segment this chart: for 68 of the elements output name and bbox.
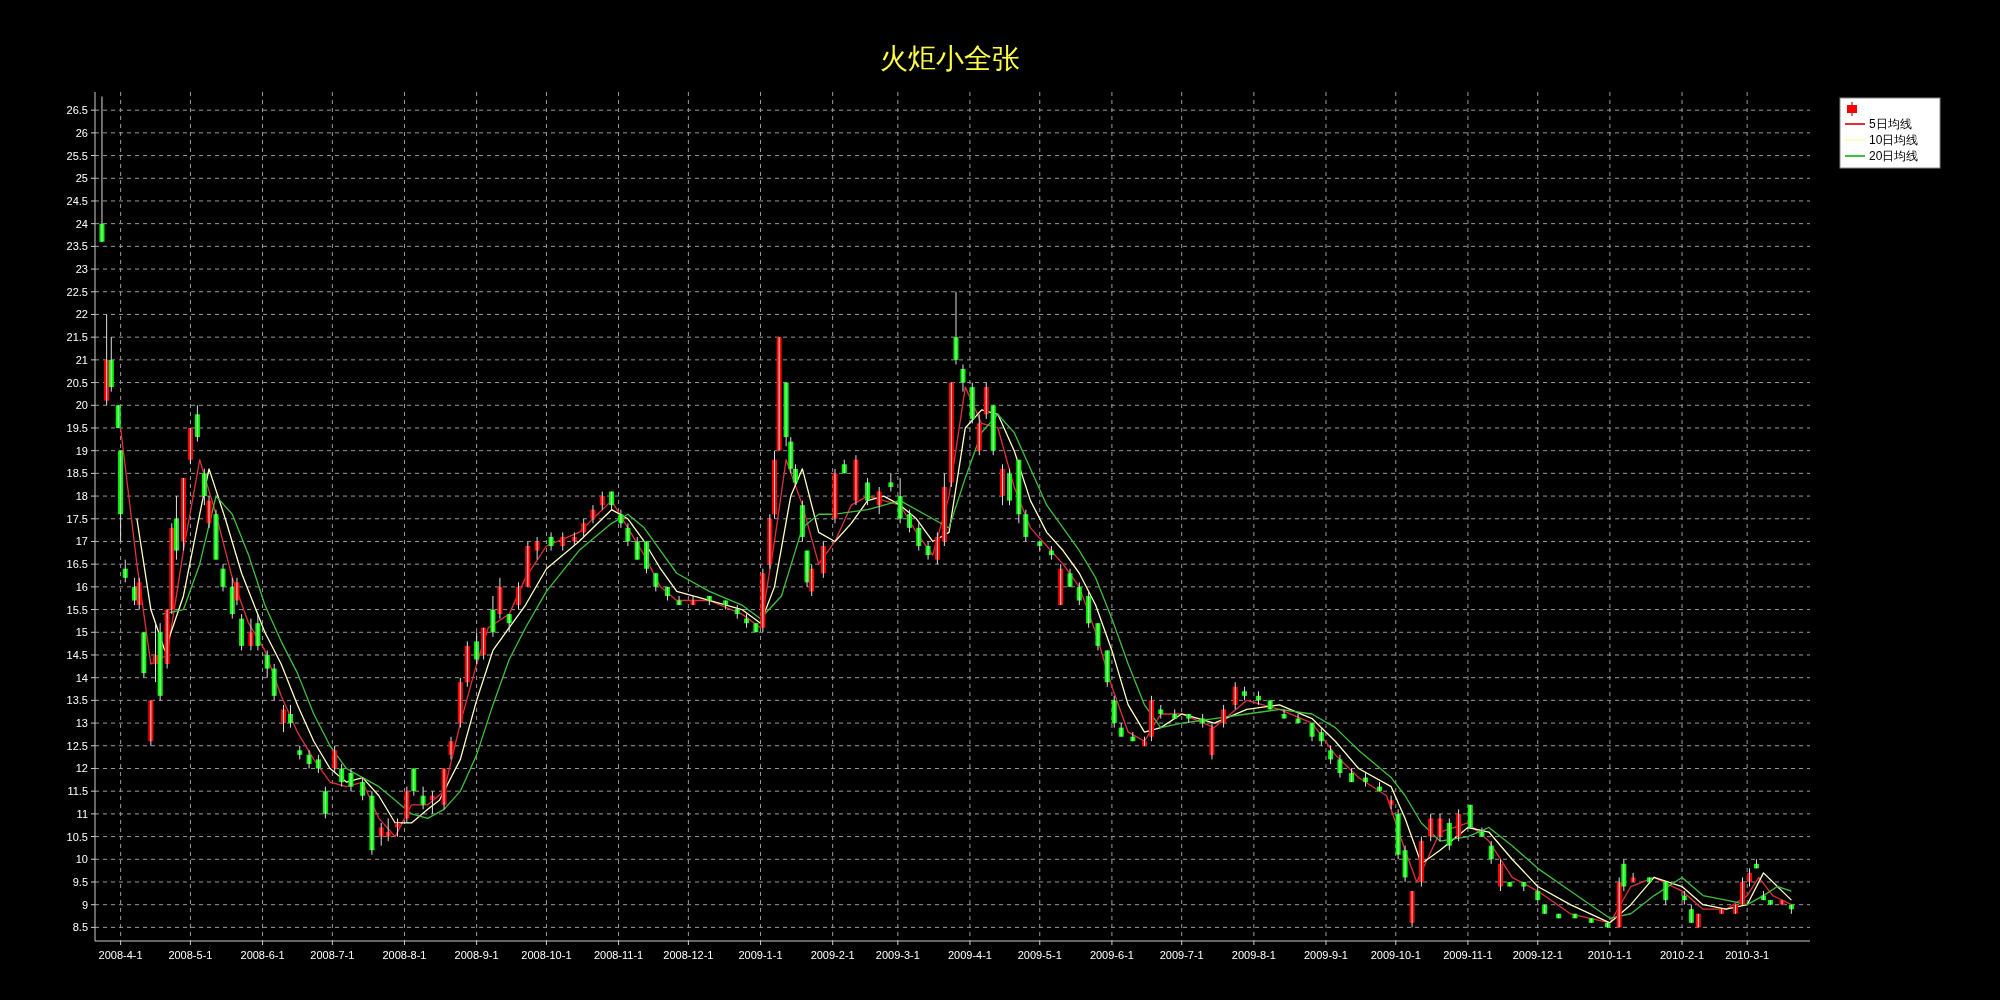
x-tick-label: 2010-3-1 (1725, 949, 1770, 961)
y-tick-label: 24.5 (66, 194, 88, 207)
legend-label: 5日均线 (1869, 117, 1912, 131)
x-tick-label: 2008-6-1 (240, 949, 285, 961)
x-tick-label: 2009-7-1 (1159, 949, 1204, 961)
y-tick-label: 22 (75, 308, 88, 321)
legend-label: 10日均线 (1869, 133, 1919, 147)
x-tick-label: 2008-10-1 (521, 949, 572, 961)
y-tick-label: 12.5 (66, 739, 88, 752)
x-tick-label: 2008-12-1 (663, 949, 714, 961)
y-tick-label: 19.5 (66, 421, 88, 434)
y-tick-label: 15 (75, 626, 88, 639)
x-tick-label: 2008-11-1 (593, 949, 644, 961)
y-tick-label: 10 (75, 853, 88, 866)
candlestick (1695, 913, 1701, 928)
x-tick-label: 2008-8-1 (382, 949, 427, 961)
y-tick-label: 25 (75, 172, 88, 185)
y-tick-label: 9.5 (72, 875, 88, 888)
y-tick-label: 26.5 (66, 104, 88, 117)
y-tick-label: 10.5 (66, 830, 88, 843)
y-tick-label: 17 (75, 535, 88, 548)
y-tick-label: 17.5 (66, 512, 88, 525)
x-tick-label: 2009-9-1 (1303, 949, 1349, 961)
y-tick-label: 9 (81, 898, 88, 911)
y-tick-label: 22.5 (66, 285, 88, 298)
x-tick-label: 2009-2-1 (810, 949, 855, 961)
y-tick-label: 13.5 (66, 694, 88, 707)
y-tick-label: 14.5 (66, 648, 88, 661)
y-tick-label: 21 (75, 353, 88, 366)
chart-title: 火炬小全张 (880, 43, 1020, 74)
candlestick (1467, 804, 1473, 828)
candlestick (1572, 913, 1578, 919)
x-tick-label: 2008-4-1 (98, 949, 143, 961)
y-tick-label: 20.5 (66, 376, 88, 389)
y-tick-label: 16 (75, 580, 88, 593)
x-tick-label: 2009-5-1 (1017, 949, 1062, 961)
x-tick-label: 2010-1-1 (1587, 949, 1632, 961)
x-tick-label: 2009-3-1 (875, 949, 920, 961)
y-tick-label: 15.5 (66, 603, 88, 616)
y-tick-label: 23.5 (66, 240, 88, 253)
y-tick-label: 20 (75, 399, 88, 412)
x-tick-label: 2009-12-1 (1512, 949, 1563, 961)
y-tick-label: 16.5 (66, 558, 88, 571)
x-tick-label: 2009-8-1 (1231, 949, 1276, 961)
y-tick-label: 23 (75, 263, 88, 276)
y-tick-label: 18 (75, 490, 88, 503)
x-tick-label: 2009-4-1 (947, 949, 992, 961)
y-tick-label: 8.5 (72, 921, 88, 934)
y-tick-label: 14 (75, 671, 88, 684)
y-tick-label: 26 (75, 126, 88, 139)
x-tick-label: 2009-6-1 (1089, 949, 1134, 961)
y-tick-label: 12 (75, 762, 88, 775)
y-tick-label: 24 (75, 217, 88, 230)
y-tick-label: 13 (75, 717, 88, 730)
x-tick-label: 2009-1-1 (738, 949, 783, 961)
y-tick-label: 25.5 (66, 149, 88, 162)
y-tick-label: 19 (75, 444, 88, 457)
legend-label: 20日均线 (1869, 149, 1919, 163)
x-tick-label: 2009-11-1 (1443, 949, 1493, 961)
x-tick-label: 2008-7-1 (310, 949, 355, 961)
x-tick-label: 2008-5-1 (168, 949, 213, 961)
y-tick-label: 18.5 (66, 467, 88, 480)
x-tick-label: 2008-9-1 (454, 949, 499, 961)
x-tick-label: 2010-2-1 (1659, 949, 1705, 961)
x-tick-label: 2009-10-1 (1370, 949, 1421, 961)
y-tick-label: 11.5 (67, 785, 88, 798)
y-tick-label: 21.5 (66, 331, 88, 344)
y-tick-label: 11 (76, 807, 88, 820)
